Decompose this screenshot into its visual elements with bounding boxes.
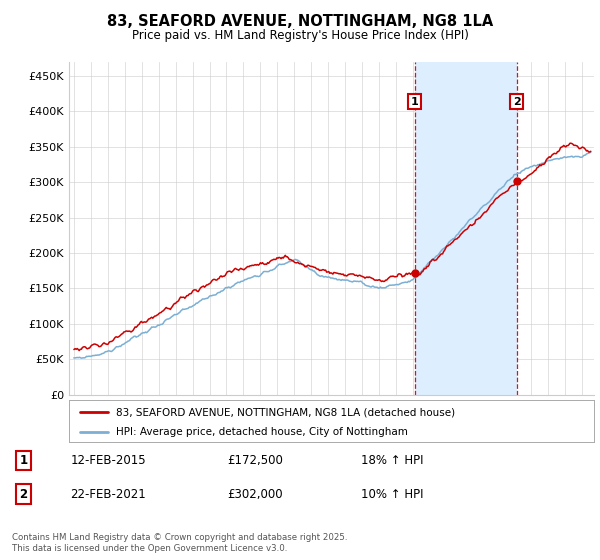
Text: 2: 2 — [513, 96, 521, 106]
Text: Price paid vs. HM Land Registry's House Price Index (HPI): Price paid vs. HM Land Registry's House … — [131, 29, 469, 42]
Bar — [415, 62, 517, 395]
Text: £172,500: £172,500 — [227, 454, 283, 467]
Text: 83, SEAFORD AVENUE, NOTTINGHAM, NG8 1LA: 83, SEAFORD AVENUE, NOTTINGHAM, NG8 1LA — [107, 14, 493, 29]
Text: HPI: Average price, detached house, City of Nottingham: HPI: Average price, detached house, City… — [116, 427, 408, 437]
Text: 18% ↑ HPI: 18% ↑ HPI — [361, 454, 424, 467]
Text: 83, SEAFORD AVENUE, NOTTINGHAM, NG8 1LA (detached house): 83, SEAFORD AVENUE, NOTTINGHAM, NG8 1LA … — [116, 407, 455, 417]
Text: 22-FEB-2021: 22-FEB-2021 — [70, 488, 146, 501]
Text: 2: 2 — [20, 488, 28, 501]
Text: 1: 1 — [411, 96, 419, 106]
Text: Contains HM Land Registry data © Crown copyright and database right 2025.
This d: Contains HM Land Registry data © Crown c… — [12, 533, 347, 553]
Text: 1: 1 — [20, 454, 28, 467]
Text: 12-FEB-2015: 12-FEB-2015 — [70, 454, 146, 467]
Text: £302,000: £302,000 — [227, 488, 283, 501]
Text: 10% ↑ HPI: 10% ↑ HPI — [361, 488, 424, 501]
